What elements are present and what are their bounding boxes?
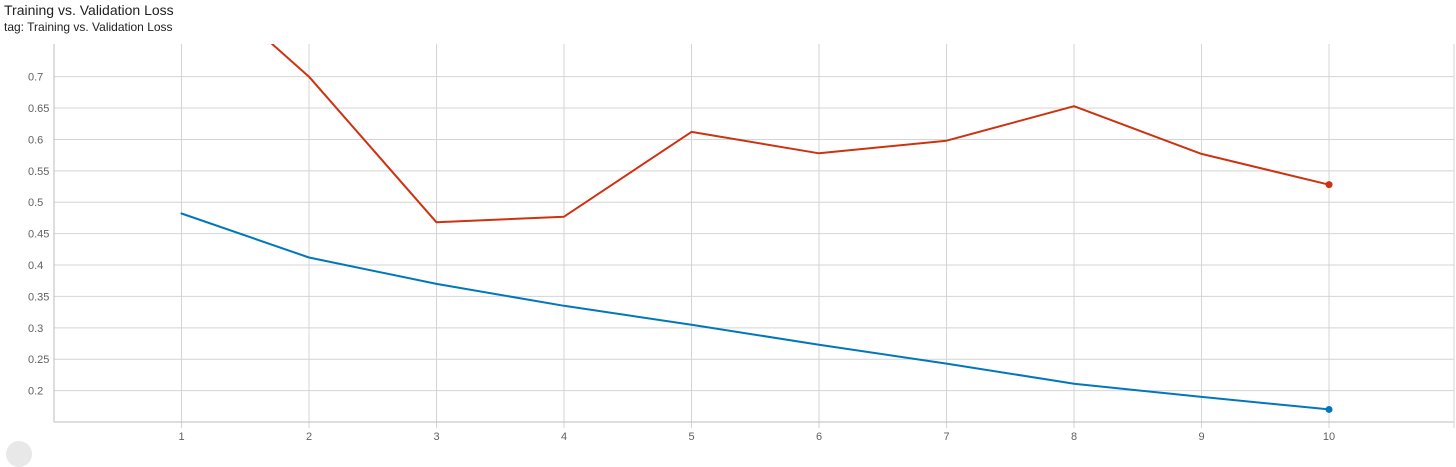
y-tick-label: 0.4 (28, 260, 43, 272)
x-tick-label: 7 (943, 431, 949, 443)
series-layer (180, 0, 1330, 411)
x-tick-label: 2 (306, 431, 312, 443)
y-tick-label: 0.6 (28, 134, 43, 146)
x-tick-label: 10 (1323, 431, 1335, 443)
y-tick-label: 0.3 (28, 323, 43, 335)
y-tick-label: 0.65 (28, 103, 49, 115)
x-tick-label: 9 (1198, 431, 1204, 443)
axes: 0.2 0.25 0.3 0.35 0.4 0.45 0.5 0.55 0.6 0.65 0.7 1 2… (28, 44, 1455, 443)
y-tick-label: 0.45 (28, 229, 49, 241)
x-tick-label: 5 (688, 431, 694, 443)
x-tick-label: 6 (816, 431, 822, 443)
y-tick-label: 0.25 (28, 354, 49, 366)
line-chart[interactable]: 0.2 0.25 0.3 0.35 0.4 0.45 0.5 0.55 0.6 0.65 0.7 1 2… (0, 0, 1456, 449)
chart-title: Training vs. Validation Loss (4, 2, 174, 18)
y-tick-label: 0.2 (28, 386, 43, 398)
chart-subtitle: tag: Training vs. Validation Loss (4, 20, 173, 34)
y-tick-label: 0.55 (28, 166, 49, 178)
x-tick-label: 8 (1071, 431, 1077, 443)
x-tick-label: 4 (561, 431, 567, 443)
y-tick-label: 0.5 (28, 197, 43, 209)
marker-layer (1325, 181, 1333, 413)
y-tick-label: 0.35 (28, 291, 49, 303)
y-tick-label: 0.7 (28, 72, 43, 84)
series-line-1[interactable] (180, 212, 1330, 411)
series-line-2[interactable] (182, 0, 1330, 224)
x-tick-label: 3 (433, 431, 439, 443)
resize-handle-icon[interactable] (6, 441, 32, 467)
series-1-end-point[interactable] (1325, 405, 1333, 413)
x-tick-label: 1 (178, 431, 184, 443)
series-2-end-point[interactable] (1325, 181, 1333, 189)
grid (54, 44, 1454, 428)
